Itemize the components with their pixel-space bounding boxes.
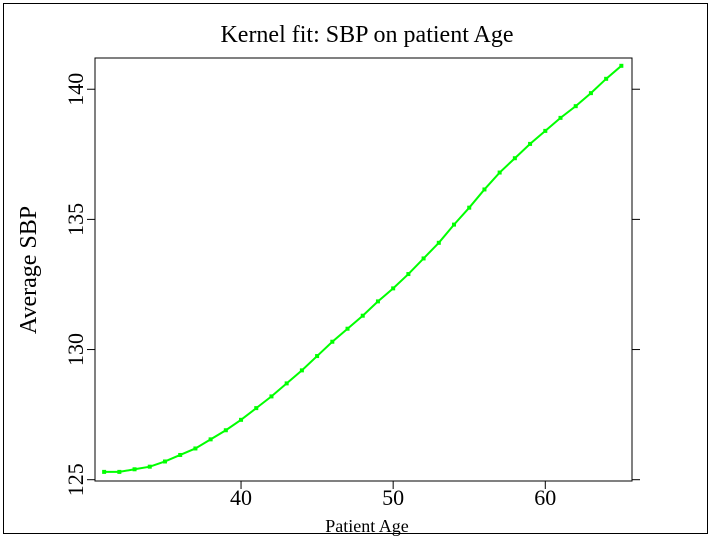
point bbox=[223, 428, 228, 433]
point bbox=[482, 187, 487, 192]
y-axis-label: Average SBP bbox=[16, 206, 42, 334]
point bbox=[604, 76, 609, 81]
point bbox=[406, 272, 411, 277]
point bbox=[299, 368, 304, 373]
point bbox=[436, 240, 441, 245]
point bbox=[421, 256, 426, 261]
point bbox=[528, 141, 533, 146]
point bbox=[588, 91, 593, 96]
point bbox=[330, 339, 335, 344]
x-axis-label: Patient Age bbox=[325, 516, 409, 536]
point bbox=[452, 222, 457, 227]
point bbox=[573, 104, 578, 109]
point bbox=[254, 406, 259, 411]
point bbox=[269, 394, 274, 399]
point bbox=[497, 170, 502, 175]
point bbox=[132, 467, 137, 472]
point bbox=[117, 469, 122, 474]
x-tick-label: 60 bbox=[534, 485, 556, 510]
point bbox=[178, 452, 183, 457]
point bbox=[208, 437, 213, 442]
point bbox=[284, 381, 289, 386]
point bbox=[193, 446, 198, 451]
y-tick-label: 130 bbox=[63, 333, 88, 366]
x-tick-label: 50 bbox=[382, 485, 404, 510]
point bbox=[619, 63, 624, 68]
point bbox=[543, 128, 548, 133]
point bbox=[345, 326, 350, 331]
point bbox=[102, 469, 107, 474]
point bbox=[391, 286, 396, 291]
y-tick-label: 135 bbox=[63, 203, 88, 236]
line bbox=[104, 65, 623, 473]
point bbox=[558, 115, 563, 120]
point bbox=[360, 313, 365, 318]
y-tick-label: 140 bbox=[63, 73, 88, 106]
point bbox=[467, 205, 472, 210]
point bbox=[512, 156, 517, 161]
point bbox=[239, 417, 244, 422]
point bbox=[375, 299, 380, 304]
point bbox=[315, 354, 320, 359]
y-tick-label: 125 bbox=[63, 463, 88, 496]
frame bbox=[3, 3, 708, 534]
point bbox=[162, 459, 167, 464]
x-tick-label: 40 bbox=[230, 485, 252, 510]
point bbox=[147, 464, 152, 469]
chart-title: Kernel fit: SBP on patient Age bbox=[220, 22, 513, 48]
plot-area bbox=[94, 57, 633, 482]
